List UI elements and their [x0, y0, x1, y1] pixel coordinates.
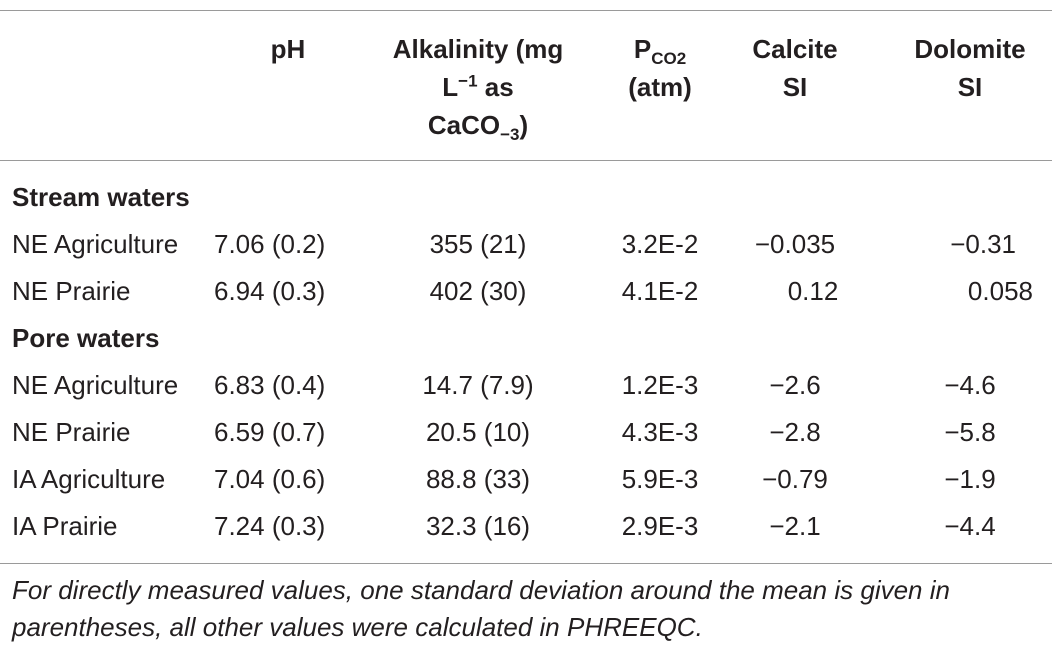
header-ph: pH — [270, 34, 306, 64]
cell-ph: 6.59 (0.7) — [214, 417, 326, 447]
cell-pco2: 1.2E-3 — [621, 370, 699, 400]
header-dolomite-line1: Dolomite — [914, 34, 1026, 64]
header-alkalinity-line1: Alkalinity (mg — [392, 34, 564, 64]
cell-calcite-si: −2.8 — [769, 417, 821, 447]
table-header-rule — [0, 160, 1052, 161]
header-calcite-line1: Calcite — [752, 34, 838, 64]
section-title-stream-waters: Stream waters — [12, 182, 190, 212]
section-title-pore-waters: Pore waters — [12, 323, 160, 353]
cell-ph: 7.04 (0.6) — [214, 464, 326, 494]
header-dolomite-line2: SI — [957, 72, 983, 102]
header-alkalinity-subscript: −3 — [500, 125, 520, 145]
header-dolomite-si: Dolomite SI — [895, 30, 1045, 106]
header-pco2-line1: PCO2 — [600, 30, 720, 68]
cell-site: NE Prairie — [12, 276, 131, 306]
cell-calcite-si: −2.1 — [769, 511, 821, 541]
cell-ph: 6.94 (0.3) — [214, 276, 326, 306]
cell-alkalinity: 14.7 (7.9) — [422, 370, 534, 400]
header-alkalinity-line2: L−1 as — [368, 68, 588, 106]
cell-dolomite-si: −4.4 — [944, 511, 996, 541]
cell-dolomite-si: −0.31 — [950, 229, 1016, 259]
cell-dolomite-si: −1.9 — [944, 464, 996, 494]
header-alkalinity-line3: CaCO−3) — [368, 106, 588, 144]
cell-site: NE Agriculture — [12, 370, 179, 400]
cell-dolomite-si: −4.6 — [944, 370, 996, 400]
header-alkalinity-l: L — [442, 72, 459, 102]
cell-alkalinity: 20.5 (10) — [425, 417, 531, 447]
header-alkalinity-as: as — [477, 72, 514, 102]
cell-ph: 7.06 (0.2) — [214, 229, 326, 259]
cell-calcite-si: −2.6 — [769, 370, 821, 400]
cell-pco2: 2.9E-3 — [621, 511, 699, 541]
cell-site: NE Prairie — [12, 417, 131, 447]
header-calcite-si: Calcite SI — [720, 30, 870, 106]
cell-pco2: 4.3E-3 — [621, 417, 699, 447]
cell-alkalinity: 355 (21) — [429, 229, 527, 259]
cell-alkalinity: 402 (30) — [429, 276, 527, 306]
cell-ph: 6.83 (0.4) — [214, 370, 326, 400]
cell-calcite-si: −0.79 — [762, 464, 828, 494]
cell-calcite-si: 0.12 — [787, 276, 839, 306]
cell-pco2: 5.9E-3 — [621, 464, 699, 494]
table-top-rule — [0, 10, 1052, 11]
cell-pco2: 4.1E-2 — [621, 276, 699, 306]
table-footnote: For directly measured values, one standa… — [12, 575, 950, 642]
header-pco2-p: P — [633, 34, 652, 64]
header-calcite-line2: SI — [782, 72, 808, 102]
cell-pco2: 3.2E-2 — [621, 229, 699, 259]
cell-site: NE Agriculture — [12, 229, 179, 259]
header-pco2-subscript: CO2 — [651, 49, 687, 69]
cell-site: IA Prairie — [12, 511, 118, 541]
header-alkalinity-exponent: −1 — [458, 71, 478, 91]
cell-alkalinity: 88.8 (33) — [425, 464, 531, 494]
header-pco2: PCO2 (atm) — [600, 30, 720, 106]
cell-dolomite-si: −5.8 — [944, 417, 996, 447]
header-alkalinity-paren: ) — [519, 110, 529, 140]
header-pco2-unit: (atm) — [628, 72, 692, 102]
cell-alkalinity: 32.3 (16) — [425, 511, 531, 541]
cell-dolomite-si: 0.058 — [967, 276, 1033, 306]
header-alkalinity: Alkalinity (mg L−1 as CaCO−3) — [368, 30, 588, 144]
header-alkalinity-caco: CaCO — [427, 110, 501, 140]
table-bottom-rule — [0, 563, 1052, 564]
cell-calcite-si: −0.035 — [754, 229, 836, 259]
cell-ph: 7.24 (0.3) — [214, 511, 326, 541]
cell-site: IA Agriculture — [12, 464, 166, 494]
